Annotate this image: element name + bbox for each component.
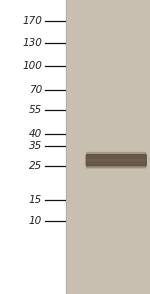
Text: 15: 15 — [29, 195, 42, 205]
Text: 70: 70 — [29, 85, 42, 95]
Bar — [0, 0, 66, 294]
Text: 100: 100 — [22, 61, 42, 71]
Bar — [66, 0, 150, 294]
FancyBboxPatch shape — [87, 153, 146, 158]
Text: 25: 25 — [29, 161, 42, 171]
Text: 10: 10 — [29, 216, 42, 225]
Text: 40: 40 — [29, 129, 42, 139]
Text: 170: 170 — [22, 16, 42, 26]
Text: 55: 55 — [29, 105, 42, 115]
FancyBboxPatch shape — [87, 162, 146, 168]
Text: 130: 130 — [22, 38, 42, 48]
Text: 35: 35 — [29, 141, 42, 151]
FancyBboxPatch shape — [86, 155, 146, 166]
